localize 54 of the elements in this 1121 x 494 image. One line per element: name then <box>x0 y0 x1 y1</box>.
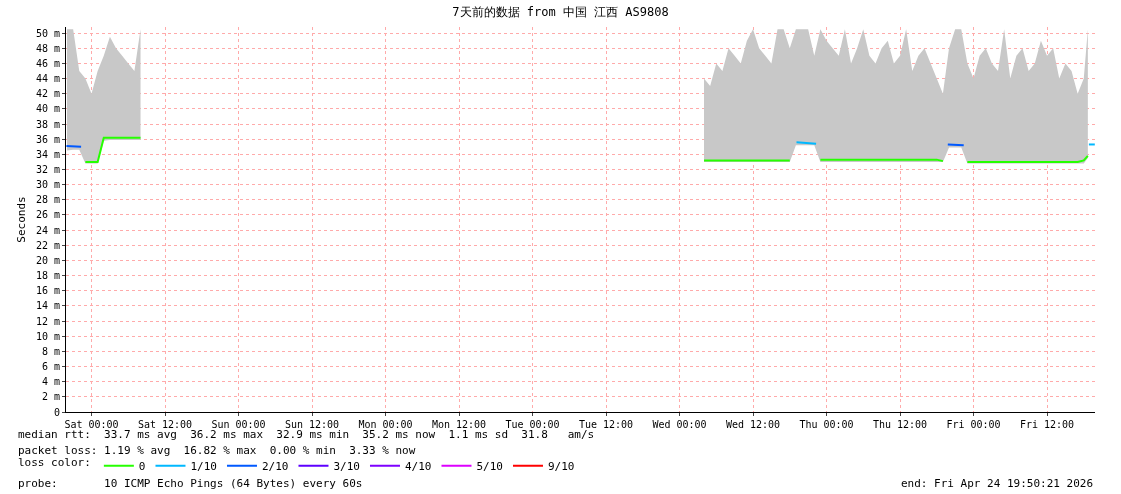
y-tick-label: 6 m <box>41 361 60 373</box>
x-tick-label: Tue 12:00 <box>578 419 634 430</box>
x-tick-label: Sun 00:00 <box>211 419 266 430</box>
legend-label: 1/10 <box>190 460 217 474</box>
y-tick-label: 38 m <box>35 118 60 130</box>
y-tick-label: 48 m <box>35 42 60 54</box>
legend-label: 4/10 <box>404 460 432 474</box>
x-tick-label: Wed 12:00 <box>725 419 781 430</box>
y-tick-label: 42 m <box>35 88 60 100</box>
text: packet loss: 1.19 % avg 16.82 % max 0.00 % min 3.33 % now <box>18 444 416 457</box>
x-tick-label: Fri 00:00 <box>946 419 1001 430</box>
y-tick-label: 40 m <box>35 103 60 115</box>
y-tick-label: 26 m <box>35 209 60 221</box>
x-tick-label: Sat 12:00 <box>137 419 193 430</box>
y-tick-label: 12 m <box>35 315 60 327</box>
x-tick-label: Tue 00:00 <box>505 419 560 430</box>
y-tick-label: 8 m <box>41 345 60 357</box>
y-tick-label: 0 <box>53 406 60 418</box>
legend-label: 3/10 <box>333 460 360 474</box>
legend-label: 0 <box>138 460 146 474</box>
x-tick-label: Fri 12:00 <box>1019 419 1075 430</box>
x-tick-label: Mon 00:00 <box>358 419 413 430</box>
x-tick-label: Thu 12:00 <box>872 419 928 430</box>
legend-label: 5/10 <box>476 460 503 474</box>
text: end: Fri Apr 24 19:50:21 2026 <box>901 477 1094 490</box>
y-tick-label: 14 m <box>35 300 60 312</box>
x-tick-label: Thu 00:00 <box>799 419 854 430</box>
x-tick-label: Wed 00:00 <box>652 419 707 430</box>
y-tick-label: 18 m <box>35 270 60 282</box>
y-tick-label: 44 m <box>35 73 60 85</box>
y-tick-label: 24 m <box>35 224 60 236</box>
y-tick-label: 32 m <box>35 163 60 175</box>
chart-title: 7天前的数据 from 中国 江西 AS9808 <box>452 5 669 20</box>
legend-label: 9/10 <box>547 460 575 474</box>
text: median rtt: 33.7 ms avg 36.2 ms max 32.9 ms min 35.2 ms now 1.1 ms sd 31.8 am/s <box>18 428 595 441</box>
y-tick-label: 46 m <box>35 57 60 69</box>
legend-title: loss color: <box>18 455 91 469</box>
legend-label: 2/10 <box>261 460 289 474</box>
y-tick-label: 4 m <box>41 376 60 388</box>
y-tick-label: 20 m <box>35 254 60 266</box>
y-axis-title: Seconds <box>14 196 28 243</box>
y-tick-label: 22 m <box>35 239 60 251</box>
x-tick-label: Sat 00:00 <box>64 419 119 430</box>
y-tick-label: 10 m <box>35 330 60 342</box>
y-tick-label: 50 m <box>35 27 60 39</box>
y-tick-label: 36 m <box>35 133 60 145</box>
y-tick-label: 30 m <box>35 179 60 191</box>
y-tick-label: 2 m <box>41 391 60 403</box>
x-tick-label: Mon 12:00 <box>431 419 487 430</box>
y-tick-label: 16 m <box>35 285 60 297</box>
y-tick-label: 34 m <box>35 148 60 160</box>
text: probe: 10 ICMP Echo Pings (64 Bytes) every 60s <box>18 477 363 490</box>
x-tick-label: Sun 12:00 <box>284 419 340 430</box>
y-tick-label: 28 m <box>35 194 60 206</box>
